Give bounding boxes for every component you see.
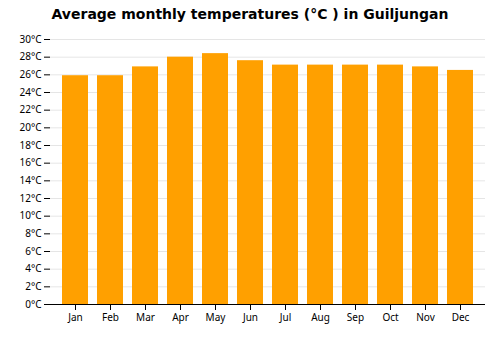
svg-text:0°C: 0°C	[25, 297, 42, 311]
svg-text:Feb: Feb	[102, 310, 119, 324]
svg-text:Nov: Nov	[416, 310, 435, 324]
svg-text:16°C: 16°C	[19, 155, 42, 169]
svg-text:8°C: 8°C	[25, 226, 42, 240]
svg-text:6°C: 6°C	[25, 244, 42, 258]
svg-text:28°C: 28°C	[19, 49, 42, 63]
svg-text:18°C: 18°C	[19, 138, 42, 152]
svg-text:20°C: 20°C	[19, 120, 42, 134]
svg-text:Mar: Mar	[136, 310, 155, 324]
svg-text:Jan: Jan	[67, 310, 83, 324]
svg-text:26°C: 26°C	[19, 67, 42, 81]
svg-text:30°C: 30°C	[19, 32, 42, 46]
svg-text:Dec: Dec	[452, 310, 470, 324]
svg-text:4°C: 4°C	[25, 261, 42, 275]
svg-text:Oct: Oct	[382, 310, 399, 324]
svg-text:10°C: 10°C	[19, 208, 42, 222]
svg-text:Apr: Apr	[172, 310, 189, 324]
svg-text:14°C: 14°C	[19, 173, 42, 187]
svg-text:24°C: 24°C	[19, 85, 42, 99]
svg-text:May: May	[206, 310, 227, 324]
svg-text:2°C: 2°C	[25, 279, 42, 293]
svg-text:Jun: Jun	[242, 310, 258, 324]
svg-text:Jul: Jul	[279, 310, 292, 324]
svg-text:Aug: Aug	[311, 310, 330, 324]
svg-text:12°C: 12°C	[19, 191, 42, 205]
svg-text:22°C: 22°C	[19, 102, 42, 116]
svg-text:Sep: Sep	[347, 310, 364, 324]
html-text:Average monthly temperatures (: Average monthly temperatures (°C ) in Gu…	[51, 6, 449, 22]
